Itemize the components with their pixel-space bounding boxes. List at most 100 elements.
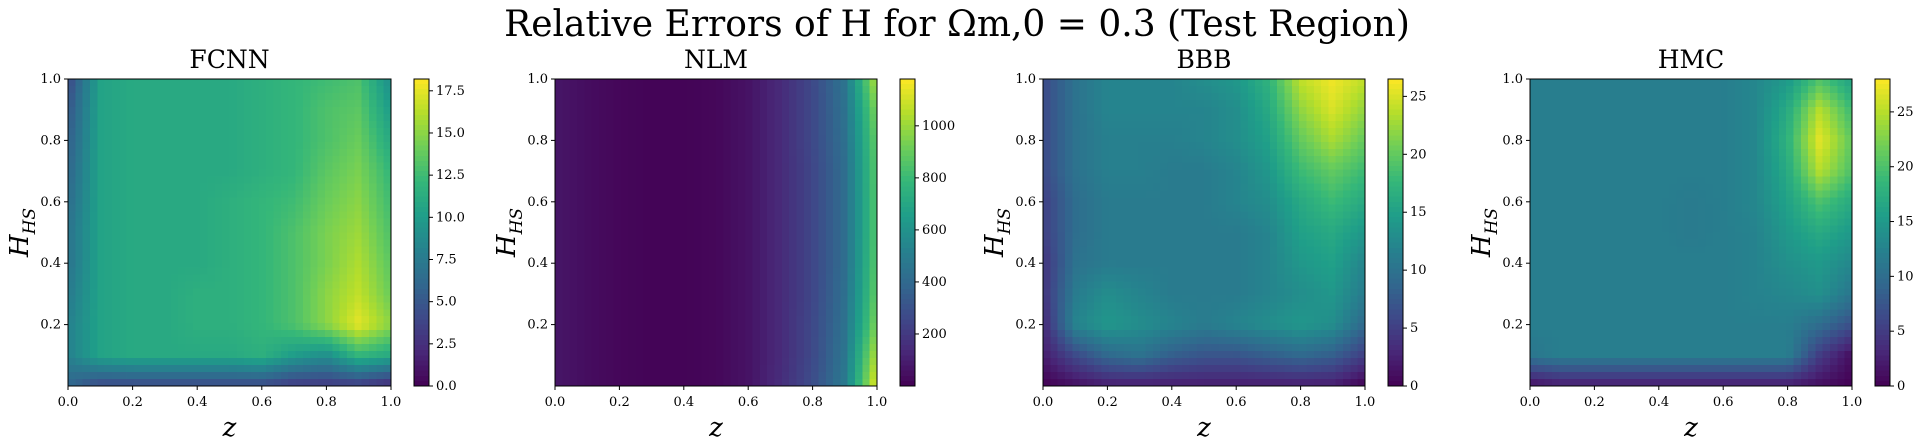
heatmap-cell — [1196, 176, 1205, 185]
heatmap-cell — [730, 365, 739, 373]
heatmap-cell — [97, 239, 106, 248]
heatmap-cell — [591, 148, 600, 157]
heatmap-cell — [200, 148, 209, 157]
heatmap-cell — [584, 148, 593, 157]
heatmap-cell — [774, 344, 783, 352]
heatmap-cell — [679, 260, 688, 268]
heatmap-cell — [229, 211, 238, 220]
heatmap-cell — [1130, 134, 1139, 143]
heatmap-cell — [701, 141, 710, 150]
heatmap-cell — [679, 337, 688, 345]
heatmap-cell — [789, 225, 798, 234]
heatmap-cell — [1284, 134, 1293, 143]
heatmap-cell — [555, 113, 563, 122]
heatmap-cell — [354, 253, 363, 262]
heatmap-cell — [847, 344, 856, 352]
heatmap-cell — [1269, 127, 1278, 136]
heatmap-cell — [97, 267, 106, 275]
heatmap-cell — [1072, 218, 1081, 227]
heatmap-cell — [664, 309, 673, 317]
heatmap-cell — [332, 239, 341, 248]
heatmap-cell — [1138, 155, 1147, 164]
heatmap-cell — [1291, 211, 1300, 220]
heatmap-cell — [310, 99, 319, 108]
heatmap-cell — [598, 225, 607, 234]
heatmap-cell — [752, 232, 761, 241]
heatmap-cell — [737, 372, 746, 380]
heatmap-cell — [112, 337, 120, 345]
heatmap-cell — [90, 204, 98, 213]
heatmap-cell — [840, 302, 849, 310]
heatmap-cell — [840, 134, 849, 143]
heatmap-cell — [752, 379, 761, 387]
heatmap-cell — [723, 183, 732, 192]
heatmap-cell — [767, 344, 776, 352]
heatmap-cell — [346, 141, 355, 150]
x-tick-label: 0.2 — [609, 395, 630, 410]
heatmap-cell — [664, 267, 673, 275]
heatmap-cell — [1291, 141, 1300, 150]
heatmap-cell — [258, 246, 267, 255]
heatmap-cell — [207, 330, 216, 338]
heatmap-cell — [1138, 92, 1147, 101]
heatmap-cell — [789, 330, 798, 338]
heatmap-cell — [657, 274, 666, 282]
heatmap-cell — [383, 302, 392, 310]
heatmap-cell — [126, 267, 135, 275]
heatmap-cell — [1101, 190, 1110, 199]
heatmap-cell — [214, 134, 223, 143]
heatmap-cell — [562, 337, 571, 345]
heatmap-cell — [555, 92, 563, 101]
heatmap-cell — [1255, 113, 1264, 122]
heatmap-cell — [1255, 176, 1264, 185]
heatmap-cell — [324, 85, 333, 94]
heatmap-cell — [1160, 79, 1169, 87]
heatmap-cell — [679, 218, 688, 227]
heatmap-cell — [302, 169, 311, 178]
heatmap-cell — [126, 183, 135, 192]
heatmap-cell — [324, 323, 333, 331]
heatmap-cell — [302, 190, 311, 199]
heatmap-cell — [354, 141, 363, 150]
heatmap-cell — [383, 85, 392, 94]
heatmap-cell — [598, 169, 607, 178]
heatmap-cell — [141, 288, 150, 296]
heatmap-cell — [1291, 106, 1300, 115]
heatmap-cell — [1116, 99, 1125, 108]
heatmap-cell — [1182, 190, 1190, 199]
heatmap-cell — [767, 260, 776, 268]
heatmap-cell — [317, 211, 326, 220]
colorbar-segment — [900, 135, 915, 141]
heatmap-cell — [383, 204, 392, 213]
heatmap-cell — [855, 162, 863, 171]
heatmap-cell — [862, 365, 871, 373]
heatmap-cell — [126, 85, 135, 94]
heatmap-cell — [1247, 113, 1256, 122]
heatmap-cell — [317, 134, 326, 143]
heatmap-cell — [730, 120, 739, 129]
heatmap-cell — [346, 85, 355, 94]
heatmap-cell — [317, 169, 326, 178]
heatmap-cell — [576, 148, 585, 157]
heatmap-cell — [752, 120, 761, 129]
heatmap-cell — [214, 176, 223, 185]
heatmap-cell — [694, 120, 702, 129]
y-tick-label: 0.4 — [527, 256, 548, 271]
heatmap-cell — [317, 79, 326, 87]
heatmap-cell — [112, 239, 120, 248]
heatmap-cell — [752, 358, 761, 366]
heatmap-cell — [1357, 134, 1366, 143]
heatmap-cell — [752, 134, 761, 143]
heatmap-cell — [708, 134, 717, 143]
heatmap-cell — [1247, 155, 1256, 164]
colorbar-tick-label: 10.0 — [436, 210, 465, 225]
heatmap-cell — [346, 344, 355, 352]
heatmap-cell — [1233, 211, 1242, 220]
heatmap-cell — [346, 127, 355, 136]
heatmap-cell — [811, 337, 820, 345]
heatmap-cell — [1160, 148, 1169, 157]
heatmap-cell — [576, 113, 585, 122]
heatmap-cell — [302, 239, 311, 248]
heatmap-cell — [288, 253, 297, 262]
heatmap-cell — [803, 79, 812, 87]
